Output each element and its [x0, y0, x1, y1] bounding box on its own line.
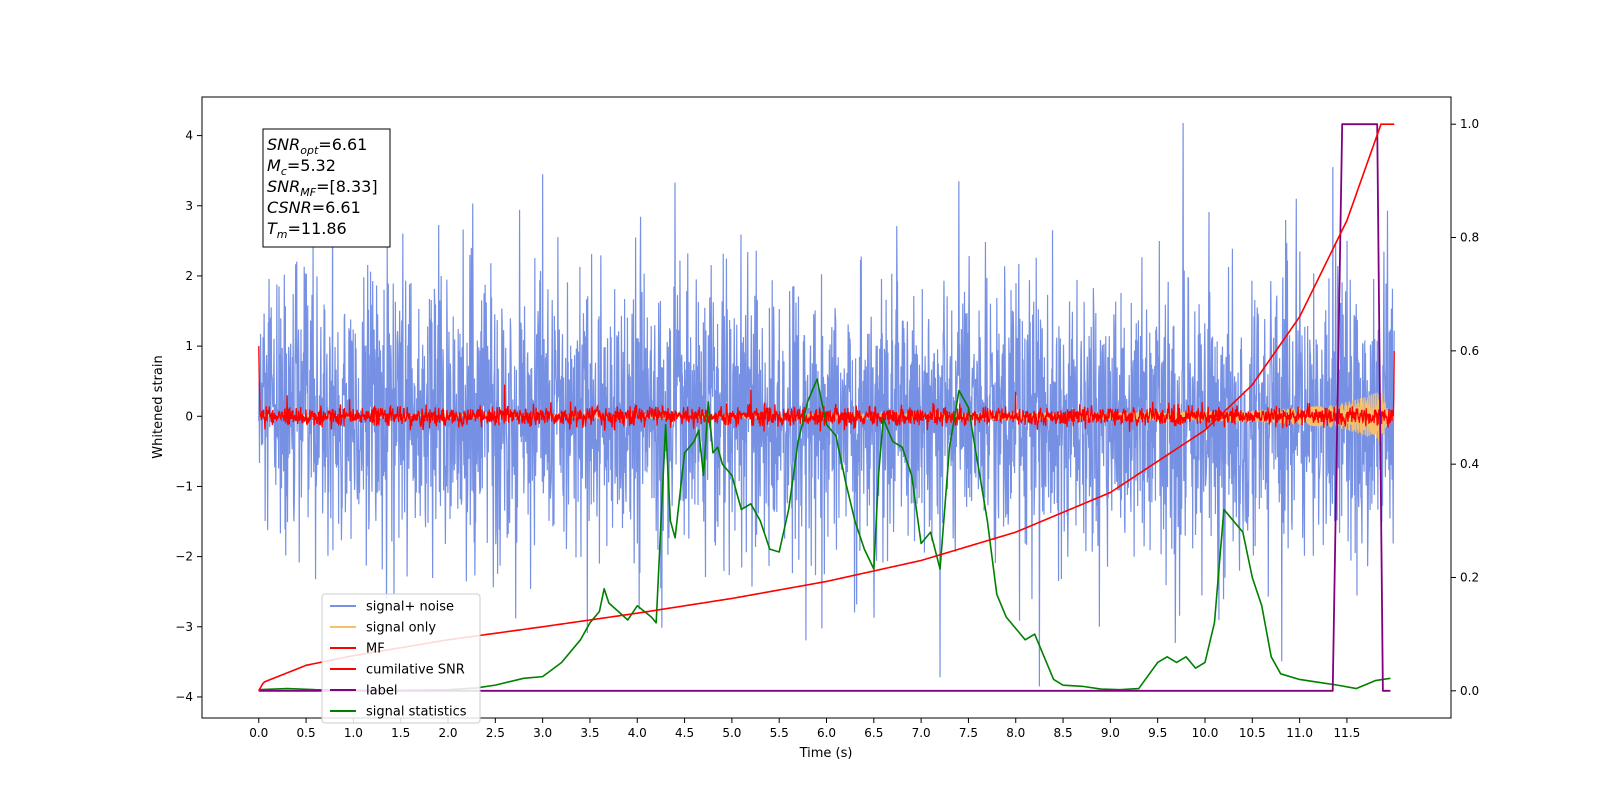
series-signal-plus-noise [258, 122, 1395, 687]
y-tick-label: −3 [175, 620, 193, 634]
annotation-line: Mc=5.32 [267, 156, 336, 178]
x-tick-label: 10.5 [1239, 726, 1266, 740]
x-tick-label: 7.5 [959, 726, 978, 740]
annotation-line: CSNR=6.61 [267, 198, 361, 217]
legend-label: signal statistics [366, 705, 467, 720]
x-tick-label: 2.5 [486, 726, 505, 740]
series-label [258, 123, 1391, 692]
x-tick-label: 7.0 [912, 726, 931, 740]
x-tick-label: 8.5 [1054, 726, 1073, 740]
y-tick-label: −2 [175, 550, 193, 564]
y-axis-right: 1.0 0.8 0.6 0.4 0.2 0.0 [1451, 117, 1479, 698]
y-tick-label: 4 [185, 129, 193, 143]
x-tick-label: 5.0 [722, 726, 741, 740]
x-tick-label: 1.5 [391, 726, 410, 740]
legend-label: MF [366, 642, 385, 657]
y2-tick-label: 0.0 [1460, 684, 1479, 698]
y2-tick-label: 0.4 [1460, 457, 1479, 471]
y-tick-label: 3 [185, 199, 193, 213]
y2-tick-label: 0.2 [1460, 570, 1479, 584]
x-tick-label: 9.0 [1101, 726, 1120, 740]
x-tick-label: 6.0 [817, 726, 836, 740]
y-axis-left: 4 3 2 1 0 −1 −2 −3 −4 [175, 129, 202, 704]
x-axis: 0.0 0.5 1.0 1.5 2.0 2.5 3.0 3.5 4.0 4.5 5.0 5.5 6.0 6… [249, 718, 1360, 740]
x-tick-label: 11.5 [1334, 726, 1361, 740]
legend-label: cumilative SNR [366, 663, 465, 678]
y-axis-label: Whitened strain [151, 355, 166, 458]
y-tick-label: −4 [175, 690, 193, 704]
annotation-line: SNRMF=[8.33] [267, 177, 378, 199]
x-axis-label: Time (s) [799, 746, 853, 761]
legend-label: label [366, 684, 397, 699]
y2-tick-label: 1.0 [1460, 117, 1479, 131]
legend: signal+ noise signal only MF cumilative SNR… [321, 593, 481, 724]
y-tick-label: 0 [185, 409, 193, 423]
x-tick-label: 3.0 [533, 726, 552, 740]
y-tick-label: 1 [185, 339, 193, 353]
y2-tick-label: 0.8 [1460, 231, 1479, 245]
x-tick-label: 8.0 [1006, 726, 1025, 740]
y-tick-label: 2 [185, 269, 193, 283]
x-tick-label: 4.0 [628, 726, 647, 740]
series-signal-statistics [258, 378, 1391, 692]
x-tick-label: 4.5 [675, 726, 694, 740]
x-tick-label: 6.5 [864, 726, 883, 740]
x-tick-label: 1.0 [344, 726, 363, 740]
legend-label: signal only [366, 621, 436, 636]
x-tick-label: 11.0 [1286, 726, 1313, 740]
x-tick-label: 2.0 [438, 726, 457, 740]
x-tick-label: 10.0 [1192, 726, 1219, 740]
annotation-line: SNRopt=6.61 [267, 135, 367, 157]
x-tick-label: 0.0 [249, 726, 268, 740]
y2-tick-label: 0.6 [1460, 344, 1479, 358]
x-tick-label: 9.5 [1148, 726, 1167, 740]
y-tick-label: −1 [175, 479, 193, 493]
x-tick-label: 0.5 [297, 726, 316, 740]
annotation-line: Tm=11.86 [267, 219, 347, 241]
x-tick-label: 3.5 [580, 726, 599, 740]
x-tick-label: 5.5 [770, 726, 789, 740]
legend-label: signal+ noise [366, 600, 454, 615]
